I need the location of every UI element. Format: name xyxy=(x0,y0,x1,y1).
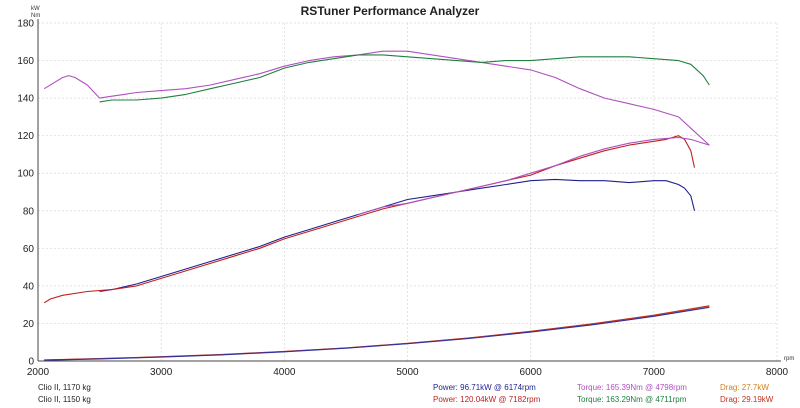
series-line-3 xyxy=(99,178,696,293)
legend-torque-1: Torque: 165.39Nm @ 4798rpm xyxy=(577,383,687,392)
legend-power-1: Power: 96.71kW @ 6174rpm xyxy=(433,383,536,392)
grid xyxy=(37,22,778,362)
run-label-2: Clio II, 1150 kg xyxy=(38,395,91,404)
y-tick-label-120: 120 xyxy=(17,131,34,142)
y-unit-label-top: kW xyxy=(31,6,40,12)
series-line-1 xyxy=(43,50,710,146)
y-tick-label-80: 80 xyxy=(23,206,35,217)
x-tick-label-7000: 7000 xyxy=(643,367,666,378)
x-tick-label-4000: 4000 xyxy=(273,367,296,378)
series-line-2 xyxy=(99,54,710,103)
series-layer xyxy=(43,50,710,361)
x-tick-label-6000: 6000 xyxy=(520,367,543,378)
legend-power-2: Power: 120.04kW @ 7182rpm xyxy=(433,395,541,404)
x-tick-label-3000: 3000 xyxy=(150,367,173,378)
y-tick-label-0: 0 xyxy=(28,357,34,368)
x-tick-label-5000: 5000 xyxy=(396,367,419,378)
x-tick-label-8000: 8000 xyxy=(766,367,789,378)
y-tick-label-20: 20 xyxy=(23,319,35,330)
y-tick-label-140: 140 xyxy=(17,94,34,105)
legend-drag-1: Drag: 27.7kW xyxy=(720,383,769,392)
tick-labels: 0 20 40 60 80 100 120 140 160 180 2000 3000 4000 5000… xyxy=(17,19,788,379)
y-tick-label-40: 40 xyxy=(23,281,35,292)
chart-title: RSTuner Performance Analyzer xyxy=(301,4,480,18)
y-tick-label-180: 180 xyxy=(17,19,34,30)
y-tick-label-60: 60 xyxy=(23,244,35,255)
axes xyxy=(37,19,781,362)
series-line-4 xyxy=(43,135,696,304)
x-unit-label: rpm xyxy=(784,356,794,362)
series-line-8 xyxy=(44,306,710,361)
run-label-1: Clio II, 1170 kg xyxy=(38,383,91,392)
legend-torque-2: Torque: 163.29Nm @ 4711rpm xyxy=(577,395,687,404)
x-tick-label-2000: 2000 xyxy=(27,367,50,378)
y-tick-label-160: 160 xyxy=(17,56,34,67)
legend-drag-2: Drag: 29.19kW xyxy=(720,395,774,404)
y-tick-label-100: 100 xyxy=(17,169,34,180)
y-unit-label-bottom: Nm xyxy=(31,13,40,19)
series-line-5 xyxy=(358,136,710,216)
